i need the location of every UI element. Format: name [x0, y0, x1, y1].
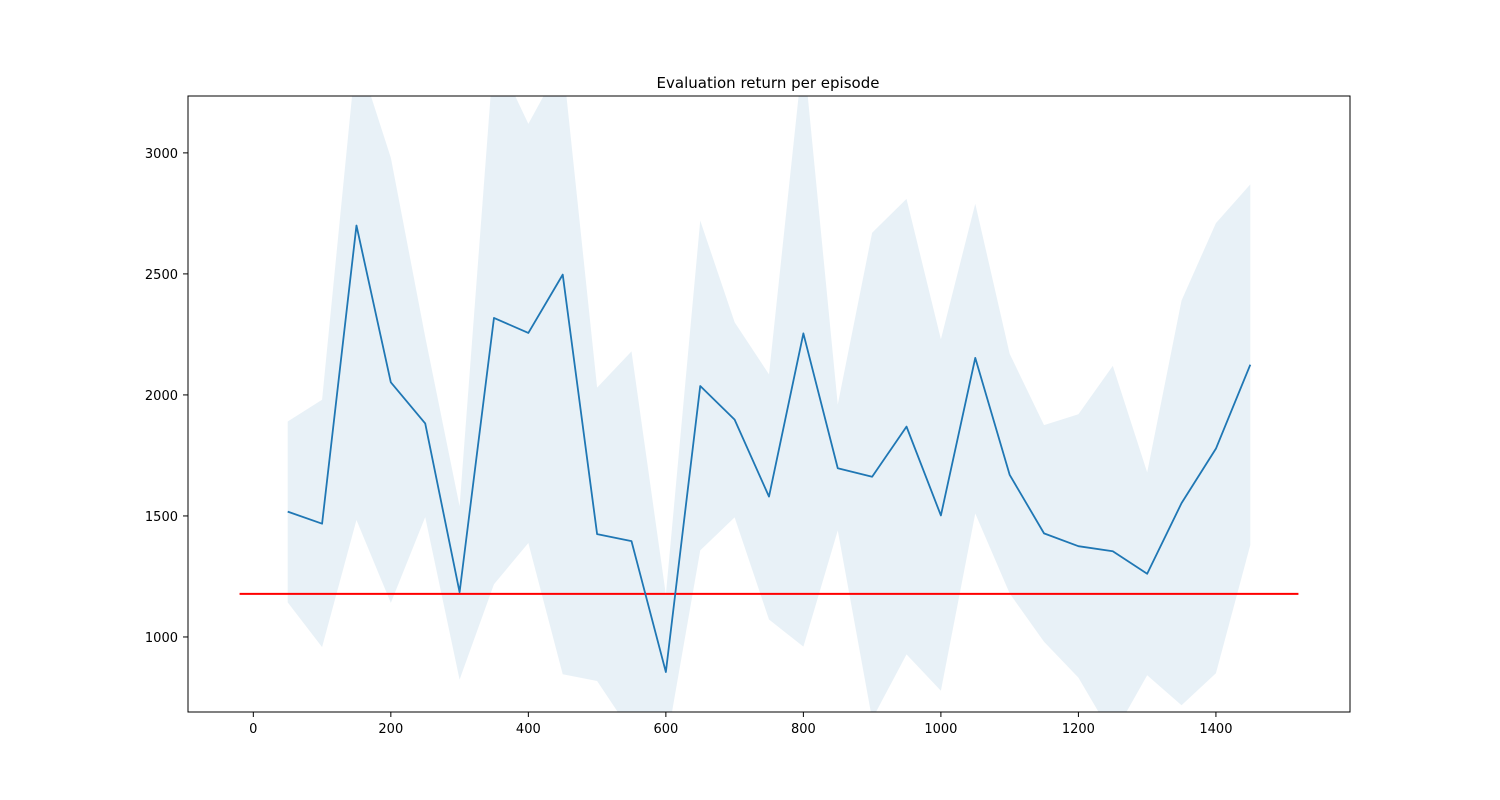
std-band [287, 96, 1251, 712]
x-axis: 0 200 400 600 800 1000 1200 1400 [249, 712, 1232, 737]
chart-title: Evaluation return per episode [657, 74, 880, 92]
x-tick-label: 0 [249, 722, 257, 737]
x-tick-label: 1000 [924, 722, 957, 737]
y-tick-label: 2000 [145, 389, 178, 404]
x-tick-label: 600 [653, 722, 678, 737]
y-tick-label: 3000 [145, 147, 178, 162]
y-tick-label: 1500 [145, 510, 178, 525]
plot-area [239, 96, 1299, 712]
y-axis: 1000 1500 2000 2500 3000 [145, 147, 188, 646]
x-tick-label: 800 [791, 722, 816, 737]
x-tick-label: 1200 [1062, 722, 1095, 737]
x-tick-label: 200 [378, 722, 403, 737]
y-tick-label: 2500 [145, 268, 178, 283]
x-tick-label: 1400 [1199, 722, 1232, 737]
plot-frame [187, 95, 1351, 713]
y-tick-label: 1000 [145, 631, 178, 646]
x-tick-label: 400 [516, 722, 541, 737]
